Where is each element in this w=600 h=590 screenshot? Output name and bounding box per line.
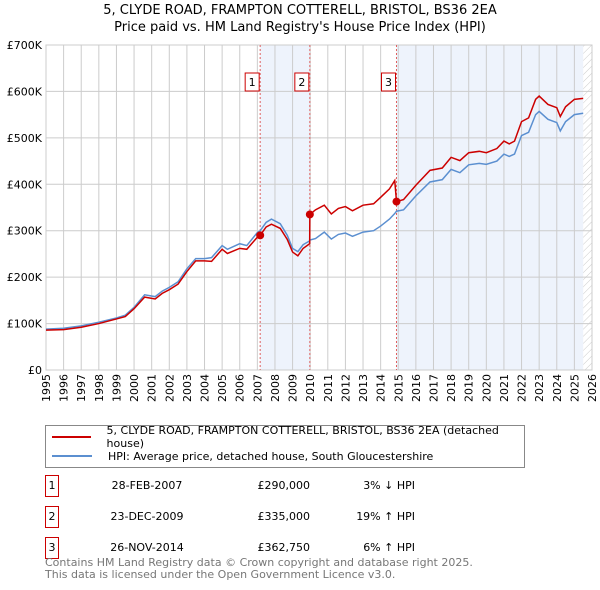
x-tick-label: 2022 [516, 374, 529, 402]
x-tick-label: 2000 [128, 374, 141, 402]
x-tick-label: 2005 [216, 374, 229, 402]
x-tick-label: 2026 [586, 374, 599, 402]
x-tick-label: 2014 [375, 374, 388, 402]
x-tick-label: 2004 [199, 374, 212, 402]
x-tick-label: 2023 [533, 374, 546, 402]
y-tick-label: £500K [7, 132, 43, 145]
legend-property: 5, CLYDE ROAD, FRAMPTON COTTERELL, BRIST… [106, 424, 499, 450]
hpi-line [45, 110, 584, 330]
chart-subtitle: Price paid vs. HM Land Registry's House … [114, 20, 486, 35]
footer-licence: This data is licensed under the Open Gov… [45, 568, 396, 581]
y-tick-label: £100K [7, 318, 43, 331]
x-tick-label: 2013 [357, 374, 370, 402]
sale-number: 1 [45, 475, 59, 497]
shaded-period [396, 45, 584, 370]
x-tick-label: 2021 [498, 374, 511, 402]
x-tick-label: 1997 [75, 374, 88, 402]
x-tick-label: 2024 [551, 374, 564, 402]
sale-marker-box [244, 72, 260, 92]
y-tick-label: £0 [28, 364, 42, 377]
sale-marker-box [294, 72, 310, 92]
shaded-period [260, 45, 310, 370]
x-tick-label: 1995 [40, 374, 53, 402]
plot-frame [45, 44, 593, 371]
sale-marker-label: 3 [385, 76, 392, 89]
sale-date: 26-NOV-2014 [110, 541, 184, 554]
sale-marker-label: 1 [249, 76, 256, 89]
y-tick-label: £300K [7, 225, 43, 238]
x-tick-label: 1996 [58, 374, 71, 402]
x-tick-label: 2016 [410, 374, 423, 402]
x-tick-label: 2011 [322, 374, 335, 402]
legend-blue-line [52, 455, 92, 457]
x-tick-label: 2017 [427, 374, 440, 402]
x-tick-label: 2018 [445, 374, 458, 402]
sale-marker-label: 2 [298, 76, 305, 89]
x-tick-label: 2019 [463, 374, 476, 402]
sale-price: £290,000 [257, 479, 311, 492]
property-price-line [45, 95, 584, 331]
sale-hpi-diff: 6% ↑ HPI [363, 541, 415, 554]
x-tick-label: 2006 [234, 374, 247, 402]
chart-title: 5, CLYDE ROAD, FRAMPTON COTTERELL, BRIST… [103, 3, 497, 18]
legend-red-line [52, 436, 91, 438]
x-tick-label: 2012 [339, 374, 352, 402]
x-tick-label: 2020 [480, 374, 493, 402]
legend: 5, CLYDE ROAD, FRAMPTON COTTERELL, BRIST… [45, 424, 525, 468]
y-tick-label: £600K [7, 85, 43, 98]
x-tick-label: 2003 [181, 374, 194, 402]
sale-point [305, 210, 314, 219]
x-tick-label: 2015 [392, 374, 405, 402]
x-tick-label: 2025 [568, 374, 581, 402]
x-tick-label: 1999 [110, 374, 123, 402]
y-tick-label: £400K [7, 178, 43, 191]
sale-number: 3 [45, 537, 59, 559]
x-tick-label: 1998 [93, 374, 106, 402]
price-chart: 1995 1996 1997 1998 1999 2000 2001 2002 2003 2004… [7, 39, 599, 402]
legend-hpi: HPI: Average price, detached house, Sout… [108, 449, 434, 463]
sale-point [256, 231, 265, 240]
sale-number: 2 [45, 506, 59, 528]
sale-price: £362,750 [257, 541, 311, 554]
x-tick-label: 2002 [163, 374, 176, 402]
x-tick-label: 2010 [304, 374, 317, 402]
sale-date: 28-FEB-2007 [111, 479, 183, 492]
forecast-hatch [583, 45, 592, 370]
y-tick-label: £700K [7, 39, 43, 52]
footer-copyright: Contains HM Land Registry data © Crown c… [45, 556, 473, 569]
y-tick-label: £200K [7, 271, 43, 284]
sale-hpi-diff: 3% ↓ HPI [363, 479, 415, 492]
x-tick-label: 2008 [269, 374, 282, 402]
x-tick-label: 2001 [146, 374, 159, 402]
sale-point [392, 197, 401, 206]
x-tick-label: 2007 [251, 374, 264, 402]
x-tick-label: 2009 [287, 374, 300, 402]
sale-marker-box [380, 72, 396, 92]
sale-price: £335,000 [257, 510, 311, 523]
sale-hpi-diff: 19% ↑ HPI [356, 510, 415, 523]
sale-date: 23-DEC-2009 [110, 510, 184, 523]
